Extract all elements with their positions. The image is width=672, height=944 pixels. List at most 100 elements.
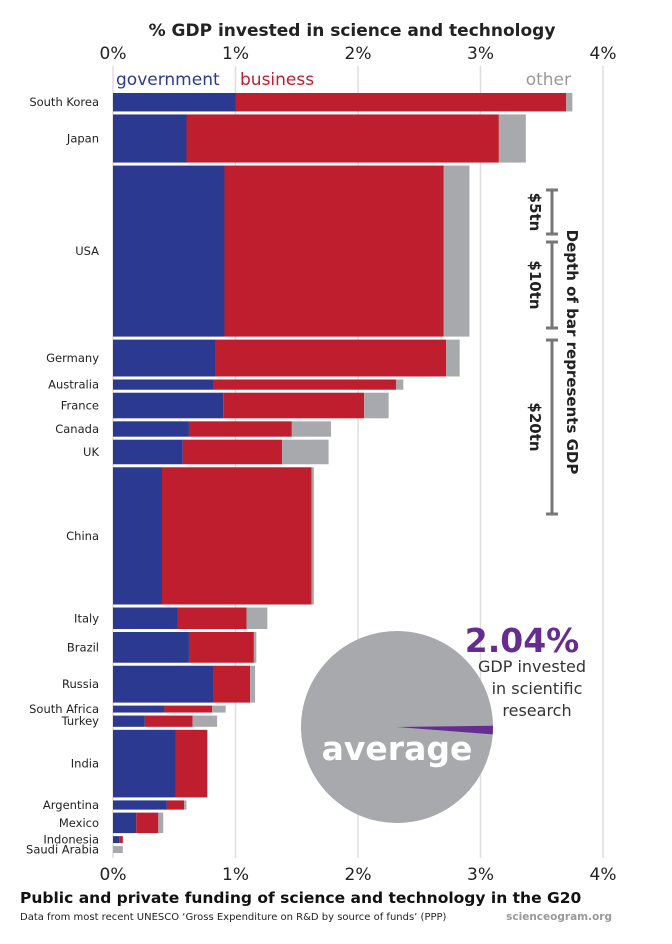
bar-turkey	[113, 715, 218, 727]
bar-segment-government	[113, 836, 120, 844]
bar-segment-other	[446, 339, 460, 377]
bar-segment-business	[186, 114, 499, 163]
legend-government: government	[116, 70, 220, 90]
country-label: USA	[75, 244, 99, 258]
footer-subtitle: Data from most recent UNESCO ‘Gross Expe…	[20, 912, 447, 923]
bar-indonesia	[113, 836, 123, 844]
bar-south-korea	[113, 93, 573, 112]
bar-segment-other	[443, 165, 470, 337]
bar-australia	[113, 379, 404, 390]
bar-segment-other	[158, 812, 164, 834]
bar-segment-government	[113, 705, 165, 713]
x-tick-label-top: 1%	[222, 44, 249, 64]
bar-segment-business	[175, 729, 208, 798]
bar-segment-business	[164, 705, 213, 713]
country-label: India	[71, 757, 99, 771]
average-callout: average 2.04% GDP invested in scientific…	[301, 621, 586, 823]
bar-segment-business	[166, 800, 185, 810]
bar-argentina	[113, 800, 187, 810]
bar-segment-other	[364, 392, 389, 419]
bar-segment-government	[113, 665, 214, 703]
bar-brazil	[113, 632, 257, 663]
bar-segment-business	[213, 379, 396, 390]
bar-segment-government	[113, 421, 189, 437]
country-label: Germany	[46, 351, 99, 365]
bar-segment-business	[144, 715, 193, 727]
average-caption-line-3: research	[502, 701, 571, 720]
country-label: Brazil	[67, 640, 99, 654]
legend-other: other	[526, 70, 571, 90]
bar-segment-business	[215, 339, 447, 377]
country-label: Turkey	[61, 714, 100, 728]
bar-segment-government	[113, 379, 214, 390]
bar-south-africa	[113, 705, 226, 713]
country-labels: South Korea Japan USA Germany Australia Franc…	[26, 95, 99, 856]
gdp-scale-label-20tn: $20tn	[526, 402, 544, 451]
country-label: Australia	[48, 378, 99, 392]
country-label: Japan	[66, 132, 99, 146]
gdp-scale-legend: $5tn $10tn $20tn Depth of bar represents…	[526, 188, 581, 516]
average-value: 2.04%	[465, 621, 580, 660]
gdp-scale-bracket-20tn	[546, 338, 558, 516]
bar-segment-business	[177, 607, 247, 630]
bar-russia	[113, 665, 256, 703]
average-caption-line-2: in scientific	[492, 679, 583, 698]
country-label: Indonesia	[43, 833, 99, 847]
bar-segment-government	[113, 165, 225, 337]
bar-segment-government	[113, 392, 224, 419]
country-label: France	[61, 399, 99, 413]
bar-italy	[113, 607, 268, 630]
bar-segment-other	[566, 93, 573, 112]
bar-segment-government	[113, 339, 216, 377]
bar-germany	[113, 339, 460, 377]
bar-uk	[113, 439, 329, 465]
gdp-scale-label-5tn: $5tn	[526, 193, 544, 232]
bar-segment-business	[119, 836, 123, 844]
gdp-scale-title: Depth of bar represents GDP	[563, 230, 581, 475]
bar-segment-government	[113, 114, 187, 163]
gdp-scale-label-10tn: $10tn	[526, 260, 544, 309]
bar-segment-business	[213, 665, 251, 703]
bar-segment-government	[113, 715, 145, 727]
bar-mexico	[113, 812, 164, 834]
average-pie-slice	[397, 725, 493, 735]
bar-segment-government	[113, 632, 189, 663]
top-axis-ticks: 0% 1% 2% 3% 4%	[100, 44, 617, 64]
bar-segment-other	[192, 715, 218, 727]
country-label: South Korea	[29, 95, 99, 109]
x-tick-label-bottom: 2%	[345, 865, 372, 885]
credit: scienceogram.org	[506, 911, 612, 923]
bar-segment-other	[291, 421, 332, 437]
country-label: Saudi Arabia	[26, 843, 99, 857]
bar-saudi-arabia	[113, 846, 123, 853]
x-tick-label-top: 2%	[345, 44, 372, 64]
gdp-scale-bracket-10tn	[546, 240, 558, 330]
bar-segment-government	[113, 93, 236, 112]
gdp-scale-bracket-5tn	[546, 188, 558, 236]
footer-title: Public and private funding of science an…	[20, 889, 581, 907]
bar-segment-other	[212, 705, 226, 713]
bar-segment-other	[498, 114, 526, 163]
x-tick-label-bottom: 1%	[222, 865, 249, 885]
bar-france	[113, 392, 389, 419]
bar-segment-government	[113, 729, 176, 798]
bar-segment-other	[250, 665, 256, 703]
country-label: Russia	[62, 677, 99, 691]
x-tick-label-bottom: 3%	[467, 865, 494, 885]
bar-india	[113, 729, 208, 798]
bar-segment-business	[162, 467, 312, 605]
x-tick-label-top: 0%	[100, 44, 127, 64]
bar-segment-other	[253, 632, 257, 663]
country-label: China	[66, 529, 99, 543]
x-tick-label-top: 4%	[590, 44, 617, 64]
bar-segment-business	[235, 93, 567, 112]
bar-segment-other	[113, 846, 123, 853]
country-label: Argentina	[43, 798, 99, 812]
x-tick-label-bottom: 4%	[590, 865, 617, 885]
country-label: Mexico	[59, 816, 99, 830]
chart-title: % GDP invested in science and technology	[149, 21, 556, 41]
bar-segment-government	[113, 812, 137, 834]
bar-segment-other	[184, 800, 187, 810]
bars	[113, 93, 573, 853]
